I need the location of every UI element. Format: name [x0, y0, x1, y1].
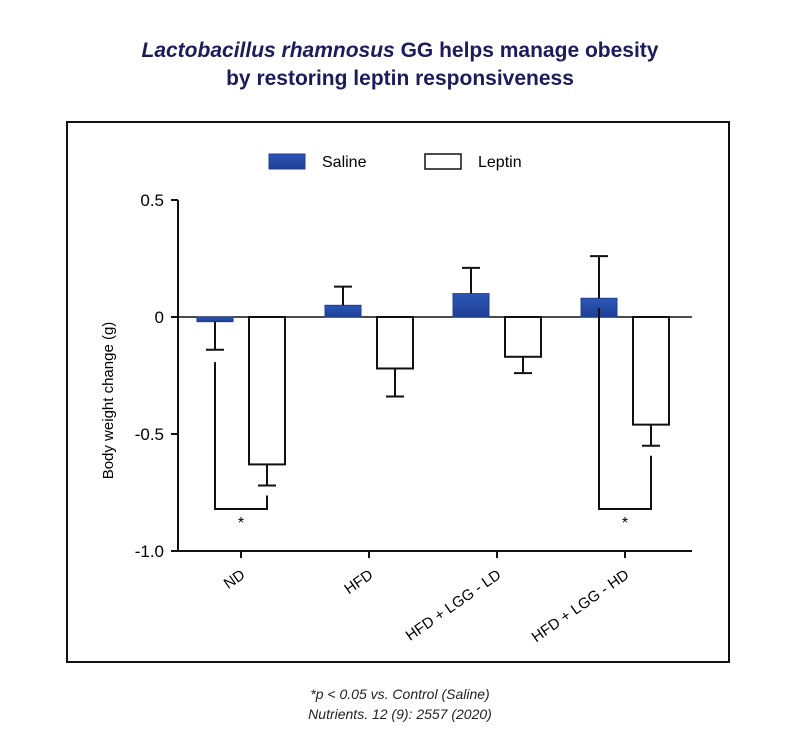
- legend-swatch-leptin: [424, 153, 462, 170]
- footnote-significance: *p < 0.05 vs. Control (Saline): [310, 686, 490, 702]
- significance-bracket: [598, 308, 652, 510]
- bar-saline: [196, 316, 234, 323]
- significance-marker: *: [622, 515, 628, 532]
- bar-leptin: [376, 316, 414, 370]
- x-tick-label: HFD + LGG - LD: [403, 566, 505, 644]
- chart-title-line-1: Lactobacillus rhamnosus GG helps manage …: [0, 38, 800, 64]
- legend-label-leptin: Leptin: [478, 154, 522, 171]
- footnote-citation: Nutrients. 12 (9): 2557 (2020): [308, 706, 492, 722]
- legend-label-saline: Saline: [322, 154, 367, 171]
- x-tick-label: HFD + LGG - HD: [529, 566, 633, 646]
- bar-saline: [324, 304, 362, 318]
- y-tick-label: -1.0: [135, 542, 164, 561]
- x-tick-label: ND: [221, 566, 249, 592]
- y-tick-label: -0.5: [135, 425, 164, 444]
- chart-title-rest: GG helps manage obesity: [394, 39, 659, 62]
- bar-saline: [452, 293, 490, 318]
- significance-marker: *: [238, 515, 244, 532]
- chart-title-line-2: by restoring leptin responsiveness: [226, 67, 574, 90]
- chart-frame: [66, 121, 730, 663]
- y-tick-label: 0.5: [140, 191, 164, 210]
- bar-leptin: [504, 316, 542, 358]
- y-axis-label: Body weight change (g): [100, 322, 117, 480]
- bar-leptin: [632, 316, 670, 426]
- chart-title-italic: Lactobacillus rhamnosus: [141, 39, 395, 62]
- significance-bracket: [214, 362, 268, 510]
- legend-swatch-saline: [268, 153, 306, 170]
- bar-leptin: [248, 316, 286, 466]
- x-tick-label: HFD: [341, 566, 376, 598]
- y-tick-label: 0: [155, 308, 164, 327]
